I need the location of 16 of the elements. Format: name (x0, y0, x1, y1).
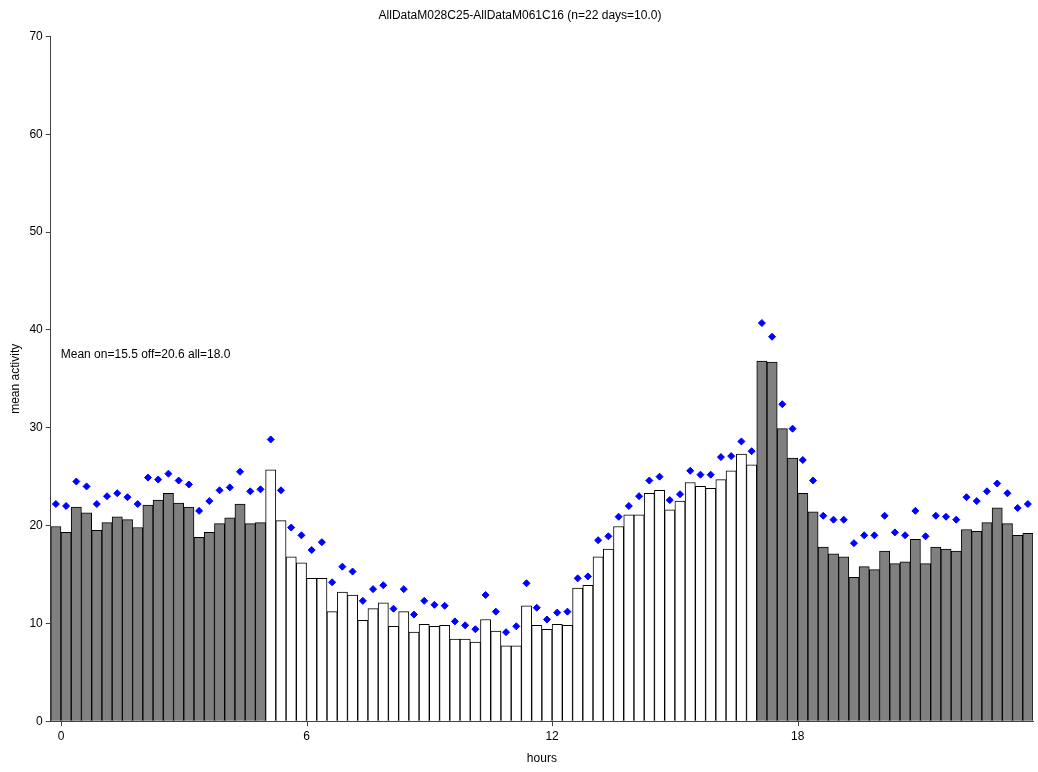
x-axis-title: hours (526, 751, 557, 766)
y-tick-label: 40 (29, 322, 44, 337)
y-tick-label: 70 (29, 28, 44, 43)
annotation: Mean on=15.5 off=20.6 all=18.0 (60, 347, 231, 362)
x-tick-label: 18 (790, 728, 805, 743)
y-tick-label: 0 (36, 713, 44, 728)
x-tick-label: 6 (303, 728, 311, 743)
y-tick-label: 20 (29, 517, 44, 532)
y-tick-label: 10 (29, 615, 44, 630)
y-tick-label: 50 (29, 224, 44, 239)
chart-title: AllDataM028C25-AllDataM061C16 (n=22 days=10.0) (378, 7, 662, 22)
y-axis-title: mean activity (7, 343, 22, 414)
x-tick-label: 0 (57, 728, 65, 743)
y-tick-label: 30 (29, 420, 44, 435)
x-tick-label: 12 (545, 728, 560, 743)
y-tick-label: 60 (29, 126, 44, 141)
